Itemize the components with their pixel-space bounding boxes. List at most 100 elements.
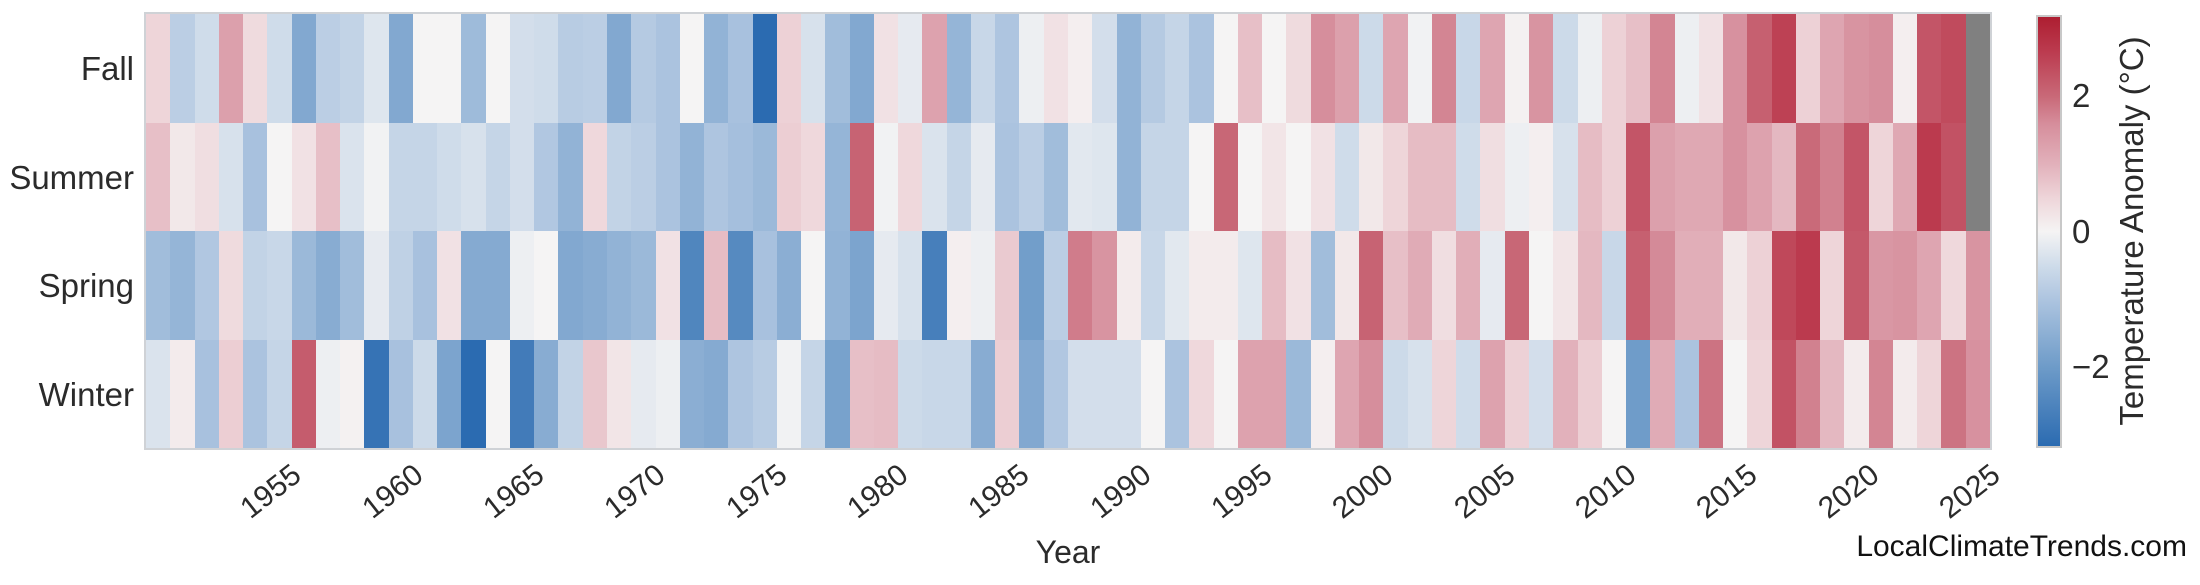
heatmap-cell bbox=[801, 231, 826, 340]
heatmap-cell bbox=[1698, 14, 1724, 123]
heatmap-cell bbox=[1213, 122, 1238, 231]
heatmap-cell bbox=[509, 339, 535, 448]
heatmap bbox=[144, 12, 1992, 450]
heatmap-cell bbox=[412, 231, 438, 340]
watermark-text: LocalClimateTrends.com bbox=[1856, 530, 2187, 563]
heatmap-cell bbox=[1820, 231, 1845, 340]
heatmap-cell bbox=[1529, 231, 1554, 340]
heatmap-cell bbox=[679, 122, 705, 231]
heatmap-cell bbox=[1286, 122, 1311, 231]
heatmap-cell bbox=[849, 14, 874, 123]
heatmap-cell bbox=[776, 339, 802, 448]
heatmap-cell bbox=[461, 122, 486, 231]
heatmap-cell bbox=[146, 339, 171, 448]
heatmap-cell bbox=[146, 231, 171, 340]
heatmap-cell bbox=[946, 14, 971, 123]
heatmap-cell bbox=[194, 339, 219, 448]
x-tick-label: 2005 bbox=[1447, 458, 1521, 526]
heatmap-cell bbox=[1140, 122, 1166, 231]
heatmap-cell bbox=[340, 231, 365, 340]
heatmap-cell bbox=[1626, 122, 1651, 231]
heatmap-cell bbox=[1529, 14, 1554, 123]
heatmap-cell bbox=[485, 231, 510, 340]
heatmap-cell bbox=[1601, 339, 1627, 448]
heatmap-cell bbox=[1092, 14, 1117, 123]
heatmap-cell bbox=[1674, 122, 1699, 231]
heatmap-cell bbox=[340, 14, 365, 123]
heatmap-cell bbox=[631, 122, 656, 231]
heatmap-cell bbox=[1383, 339, 1408, 448]
heatmap-cell bbox=[1068, 122, 1093, 231]
heatmap-cell bbox=[1213, 339, 1238, 448]
heatmap-cell bbox=[1601, 231, 1627, 340]
heatmap-cell bbox=[1626, 339, 1651, 448]
heatmap-cell bbox=[679, 14, 705, 123]
colorbar bbox=[2036, 15, 2062, 448]
heatmap-cell bbox=[1189, 231, 1214, 340]
heatmap-cell bbox=[1068, 339, 1093, 448]
x-tick-label: 2020 bbox=[1811, 458, 1885, 526]
heatmap-cell bbox=[1140, 231, 1166, 340]
heatmap-cell bbox=[1407, 14, 1432, 123]
heatmap-cell bbox=[1941, 339, 1966, 448]
heatmap-cell bbox=[1189, 122, 1214, 231]
heatmap-cell bbox=[1795, 122, 1821, 231]
heatmap-cell bbox=[1189, 339, 1214, 448]
heatmap-cell bbox=[1868, 339, 1893, 448]
heatmap-cell bbox=[825, 14, 850, 123]
heatmap-cell bbox=[801, 14, 826, 123]
heatmap-cell bbox=[1941, 122, 1966, 231]
heatmap-cell bbox=[704, 231, 729, 340]
heatmap-cell bbox=[922, 231, 947, 340]
heatmap-cell bbox=[1820, 339, 1845, 448]
heatmap-cell bbox=[1334, 339, 1360, 448]
heatmap-cell bbox=[1892, 122, 1918, 231]
heatmap-cell bbox=[412, 14, 438, 123]
heatmap-cell bbox=[1965, 231, 1990, 340]
heatmap-cell bbox=[534, 14, 559, 123]
heatmap-cell bbox=[509, 122, 535, 231]
heatmap-cell bbox=[388, 231, 413, 340]
heatmap-cell bbox=[534, 122, 559, 231]
x-axis-title: Year bbox=[1035, 534, 1101, 570]
colorbar-tick-label: 0 bbox=[2072, 212, 2091, 250]
heatmap-cell bbox=[1019, 339, 1044, 448]
heatmap-cell bbox=[898, 122, 923, 231]
heatmap-cell bbox=[170, 122, 195, 231]
heatmap-cell bbox=[1504, 14, 1529, 123]
heatmap-cell bbox=[1747, 14, 1772, 123]
heatmap-cell bbox=[1456, 122, 1481, 231]
heatmap-cell bbox=[679, 231, 705, 340]
heatmap-cell bbox=[1601, 122, 1627, 231]
heatmap-cell bbox=[1771, 231, 1796, 340]
heatmap-cell bbox=[461, 231, 486, 340]
heatmap-cell bbox=[267, 339, 292, 448]
heatmap-cell bbox=[631, 231, 656, 340]
heatmap-cell bbox=[1965, 14, 1990, 123]
heatmap-cell bbox=[534, 231, 559, 340]
heatmap-cell bbox=[461, 339, 486, 448]
heatmap-cell bbox=[1650, 122, 1675, 231]
heatmap-cell bbox=[1359, 339, 1384, 448]
heatmap-cell bbox=[1116, 231, 1141, 340]
heatmap-cell bbox=[776, 122, 802, 231]
heatmap-cell bbox=[437, 14, 462, 123]
colorbar-title: Temperature Anomaly (°C) bbox=[2113, 36, 2150, 426]
heatmap-cell bbox=[849, 231, 874, 340]
heatmap-cell bbox=[146, 122, 171, 231]
heatmap-cell bbox=[194, 14, 219, 123]
heatmap-cell bbox=[1237, 14, 1263, 123]
heatmap-cell bbox=[1965, 339, 1990, 448]
heatmap-cell bbox=[776, 14, 802, 123]
heatmap-cell bbox=[922, 122, 947, 231]
heatmap-cell bbox=[631, 14, 656, 123]
colorbar-tick-label: −2 bbox=[2072, 347, 2110, 385]
heatmap-cell bbox=[1941, 14, 1966, 123]
heatmap-cell bbox=[1650, 231, 1675, 340]
heatmap-cell bbox=[1140, 14, 1166, 123]
heatmap-cell bbox=[1844, 14, 1869, 123]
heatmap-cell bbox=[1286, 339, 1311, 448]
heatmap-cell bbox=[1480, 14, 1505, 123]
x-tick-label: 1995 bbox=[1205, 458, 1279, 526]
heatmap-cell bbox=[825, 231, 850, 340]
